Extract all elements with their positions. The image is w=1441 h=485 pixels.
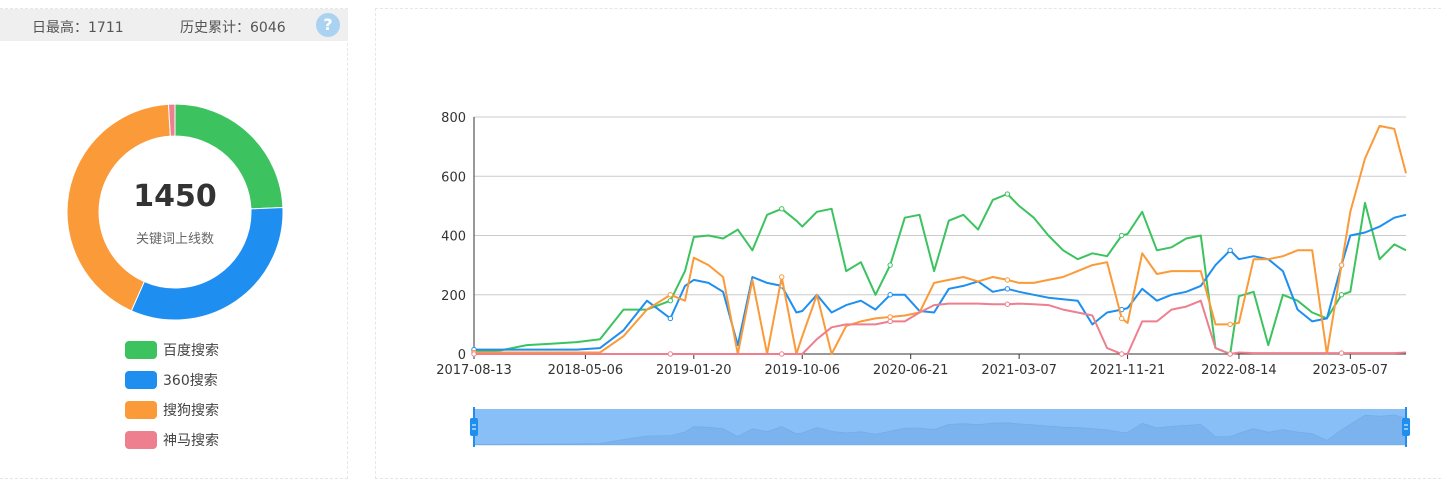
series-point bbox=[887, 318, 893, 325]
series-point bbox=[1338, 350, 1345, 356]
daily-max-value: 1711 bbox=[88, 20, 124, 36]
total-label: 历史累计： bbox=[180, 20, 250, 36]
datazoom-grip-left[interactable] bbox=[470, 418, 478, 436]
series-point bbox=[1119, 315, 1125, 322]
legend-label: 百度搜索 bbox=[163, 343, 219, 359]
series-point bbox=[1004, 286, 1011, 292]
series-point bbox=[667, 351, 674, 357]
series-point bbox=[667, 292, 674, 298]
x-tick-label: 2019-01-20 bbox=[656, 363, 732, 378]
help-icon[interactable]: ? bbox=[316, 13, 340, 37]
series-point bbox=[1004, 191, 1011, 197]
series-point bbox=[887, 314, 893, 320]
series-point bbox=[1227, 247, 1233, 254]
series-point bbox=[1227, 351, 1233, 357]
donut-center-label: 关键词上线数 bbox=[135, 232, 214, 247]
donut-chart bbox=[66, 103, 284, 321]
series-point bbox=[1004, 277, 1011, 283]
series-point bbox=[887, 262, 893, 268]
series-line-2[interactable] bbox=[474, 124, 1407, 355]
donut-center-value: 1450 bbox=[133, 179, 217, 214]
series-point bbox=[1338, 292, 1345, 298]
x-tick-label: 2020-06-21 bbox=[873, 363, 949, 378]
series-point bbox=[779, 206, 785, 212]
legend-swatch bbox=[125, 341, 157, 359]
x-tick-label: 2019-10-06 bbox=[764, 363, 840, 378]
x-tick-label: 2022-08-14 bbox=[1201, 363, 1277, 378]
daily-max-label: 日最高： bbox=[32, 20, 88, 36]
daily-max-stat: 日最高：1711 bbox=[32, 17, 124, 37]
series-point bbox=[887, 292, 893, 298]
series-point bbox=[779, 274, 785, 280]
series-point bbox=[667, 315, 674, 322]
legend-swatch bbox=[125, 431, 157, 449]
series-point bbox=[1004, 301, 1011, 307]
series-point bbox=[1227, 321, 1233, 328]
series-line-3[interactable] bbox=[474, 299, 1407, 355]
donut-slice-2[interactable] bbox=[66, 103, 171, 312]
stats-bar: 日最高：1711 历史累计：6046 ? bbox=[0, 9, 348, 41]
trend-chart-panel: 0 200 400 600 800 2017-08-13 2018-05-06 2019-01… bbox=[375, 8, 1441, 479]
y-tick-label: 0 bbox=[458, 348, 466, 363]
total-value: 6046 bbox=[250, 20, 286, 36]
y-tick-label: 400 bbox=[441, 230, 466, 245]
series-point bbox=[471, 351, 477, 357]
legend-swatch bbox=[125, 371, 157, 389]
total-stat: 历史累计：6046 bbox=[180, 17, 286, 37]
legend-label: 360搜索 bbox=[163, 373, 218, 389]
y-tick-label: 800 bbox=[441, 111, 466, 126]
donut-slice-1[interactable] bbox=[130, 207, 284, 321]
x-tick-label: 2021-03-07 bbox=[981, 363, 1057, 378]
series-point bbox=[779, 351, 785, 357]
x-tick-label: 2017-08-13 bbox=[436, 363, 512, 378]
y-tick-label: 200 bbox=[441, 289, 466, 304]
donut-slice-3[interactable] bbox=[167, 103, 176, 137]
x-tick-label: 2021-11-21 bbox=[1090, 363, 1166, 378]
y-tick-label: 600 bbox=[441, 170, 466, 185]
series-line-0[interactable] bbox=[473, 193, 1407, 355]
datazoom-sparkline bbox=[473, 414, 1407, 446]
summary-panel: 日最高：1711 历史累计：6046 ? 1450 关键词上线数 百度搜索 36… bbox=[0, 8, 348, 479]
series-point bbox=[1119, 351, 1125, 357]
legend-label: 搜狗搜索 bbox=[163, 403, 219, 419]
series-point bbox=[1119, 232, 1125, 239]
x-tick-label: 2018-05-06 bbox=[548, 363, 624, 378]
trend-line-chart: 0 200 400 600 800 2017-08-13 2018-05-06 2019-01… bbox=[436, 111, 1410, 447]
series-point bbox=[1338, 262, 1345, 268]
legend-label: 神马搜索 bbox=[163, 433, 219, 449]
datazoom-grip-right[interactable] bbox=[1402, 418, 1410, 436]
legend-swatch bbox=[125, 401, 157, 419]
x-tick-label: 2023-05-07 bbox=[1313, 363, 1389, 378]
series-point bbox=[667, 297, 674, 304]
